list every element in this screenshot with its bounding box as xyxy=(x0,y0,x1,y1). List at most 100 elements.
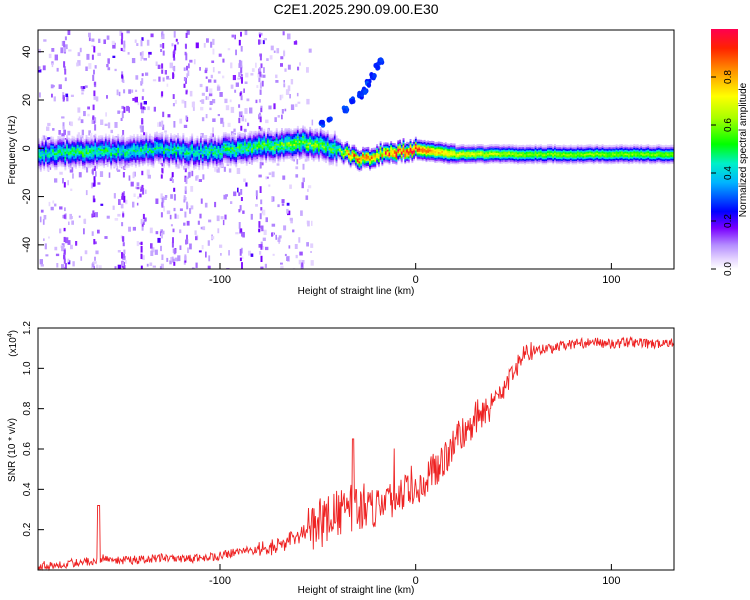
heatmap-band-cell xyxy=(127,140,130,143)
heatmap-band-cell xyxy=(319,145,322,148)
heatmap-band-cell xyxy=(149,135,151,138)
heatmap-band-cell xyxy=(164,148,167,151)
heatmap-band-cell xyxy=(163,145,165,148)
heatmap-band-cell xyxy=(193,140,195,143)
heatmap-band-cell xyxy=(136,161,139,164)
heatmap-band-cell xyxy=(379,147,382,151)
heatmap-band-cell xyxy=(75,148,77,151)
heatmap-stripe-cell xyxy=(142,213,145,219)
heatmap-band-cell xyxy=(318,139,320,142)
heatmap-stripe-cell xyxy=(91,169,94,174)
heatmap-noise-cell xyxy=(197,220,200,225)
heatmap-band-cell xyxy=(413,146,415,149)
heatmap-band-cell xyxy=(414,148,417,151)
heatmap-band-cell xyxy=(164,144,167,147)
heatmap-noise-cell xyxy=(130,181,134,187)
heatmap-band-cell xyxy=(457,150,460,153)
heatmap-band-cell xyxy=(437,155,440,158)
heatmap-band-cell xyxy=(420,146,423,149)
heatmap-noise-cell xyxy=(77,60,81,66)
heatmap-band-cell xyxy=(175,137,178,140)
heatmap-band-cell xyxy=(62,148,65,151)
heatmap-band-cell xyxy=(446,151,449,155)
heatmap-band-cell xyxy=(441,157,444,160)
heatmap-band-cell xyxy=(235,163,238,166)
heatmap-band-cell xyxy=(143,148,146,151)
heatmap-band-cell xyxy=(92,149,95,152)
heatmap-band-cell xyxy=(205,145,208,148)
heatmap-band-cell xyxy=(127,142,130,145)
heatmap-band-cell xyxy=(242,133,245,136)
heatmap-band-cell xyxy=(191,157,194,160)
heatmap-band-cell xyxy=(170,158,172,161)
heatmap-band-cell xyxy=(69,152,72,155)
heatmap-band-cell xyxy=(462,149,465,152)
heatmap-stripe-cell xyxy=(260,63,263,69)
heatmap-band-cell xyxy=(62,137,65,141)
heatmap-band-cell xyxy=(314,155,317,158)
heatmap-band-cell xyxy=(282,144,285,147)
heatmap-band-cell xyxy=(259,135,262,139)
heatmap-band-cell xyxy=(89,150,91,153)
heatmap-band-cell xyxy=(358,154,361,157)
heatmap-band-cell xyxy=(367,163,370,166)
heatmap-band-cell xyxy=(282,151,285,154)
heatmap-band-cell xyxy=(319,135,322,138)
heatmap-band-cell xyxy=(87,138,90,141)
heatmap-band-cell xyxy=(196,135,199,138)
heatmap-band-cell xyxy=(441,160,444,163)
heatmap-band-cell xyxy=(96,146,98,149)
heatmap-band-cell xyxy=(393,160,396,163)
heatmap-band-cell xyxy=(245,146,248,149)
heatmap-band-cell xyxy=(120,156,123,159)
heatmap-band-cell xyxy=(432,157,435,161)
heatmap-band-cell xyxy=(474,153,477,156)
heatmap-band-cell xyxy=(237,137,239,140)
heatmap-band-cell xyxy=(89,147,91,150)
heatmap-band-cell xyxy=(339,139,342,142)
heatmap-band-cell xyxy=(138,151,141,154)
heatmap-noise-cell xyxy=(103,39,106,44)
heatmap-band-cell xyxy=(103,138,106,141)
heatmap-band-cell xyxy=(228,155,231,158)
heatmap-band-cell xyxy=(356,156,359,159)
heatmap-band-cell xyxy=(258,149,261,152)
heatmap-band-cell xyxy=(399,154,401,158)
heatmap-band-cell xyxy=(212,148,215,151)
heatmap-noise-cell xyxy=(259,32,263,36)
heatmap-band-cell xyxy=(272,161,275,164)
heatmap-band-cell xyxy=(41,162,44,165)
heatmap-band-cell xyxy=(230,143,232,146)
heatmap-band-cell xyxy=(325,147,327,150)
heatmap-band-cell xyxy=(340,143,343,146)
heatmap-band-cell xyxy=(159,132,162,135)
heatmap-band-cell xyxy=(259,156,262,159)
heatmap-band-cell xyxy=(94,140,97,143)
heatmap-band-cell xyxy=(356,163,359,166)
heatmap-band-cell xyxy=(242,161,245,164)
heatmap-band-cell xyxy=(363,154,366,157)
heatmap-band-cell xyxy=(237,154,239,157)
heatmap-band-cell xyxy=(233,139,236,142)
heatmap-band-cell xyxy=(328,154,331,157)
heatmap-noise-cell xyxy=(216,86,221,91)
heatmap-band-cell xyxy=(182,138,185,141)
heatmap-band-cell xyxy=(450,146,452,149)
heatmap-band-cell xyxy=(450,143,452,146)
heatmap-band-cell xyxy=(103,143,106,146)
heatmap-stripe-cell xyxy=(160,212,163,218)
heatmap-band-cell xyxy=(404,143,407,146)
heatmap-band-cell xyxy=(444,152,447,155)
heatmap-noise-cell xyxy=(183,222,186,226)
heatmap-band-cell xyxy=(66,141,69,144)
heatmap-band-cell xyxy=(423,143,426,146)
heatmap-band-cell xyxy=(363,166,366,169)
heatmap-band-cell xyxy=(104,137,107,140)
heatmap-stripe-cell xyxy=(173,54,175,58)
heatmap-noise-cell xyxy=(200,106,204,111)
heatmap-band-cell xyxy=(377,154,380,158)
heatmap-band-cell xyxy=(251,149,253,152)
heatmap-band-cell xyxy=(207,163,209,166)
heatmap-band-cell xyxy=(113,151,116,154)
heatmap-band-cell xyxy=(69,143,72,146)
